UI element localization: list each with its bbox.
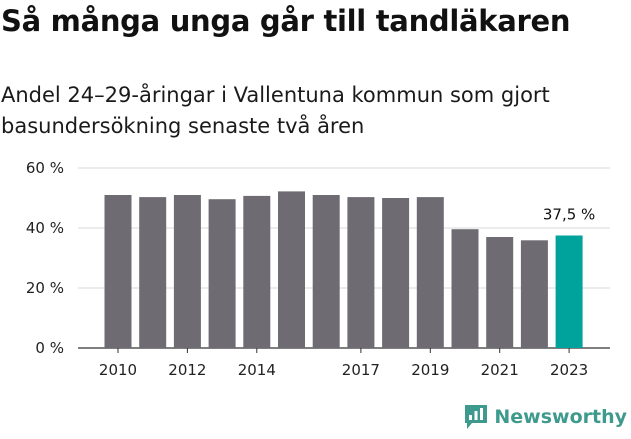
brand-name: Newsworthy (494, 406, 627, 428)
bar-2016 (312, 195, 340, 348)
y-tick-label: 40 % (26, 219, 64, 237)
bar-2020 (451, 229, 479, 348)
y-tick-label: 60 % (26, 159, 64, 177)
x-tick-label: 2017 (342, 361, 380, 379)
x-tick-label: 2012 (168, 361, 206, 379)
bar-chart-speech-bubble-icon (465, 405, 488, 429)
bar-2015 (278, 191, 305, 348)
x-tick-label: 2010 (99, 361, 137, 379)
bar-2010 (104, 195, 132, 348)
chart-title: Så många unga går till tandläkaren (1, 4, 571, 38)
y-tick-label: 0 % (35, 339, 64, 357)
value-annotation: 37,5 % (543, 206, 595, 224)
bar-2022 (520, 240, 548, 348)
x-tick-label: 2023 (550, 361, 588, 379)
bar-2018 (382, 198, 410, 348)
x-tick-label: 2014 (238, 361, 276, 379)
chart-subtitle: Andel 24–29-åringar i Vallentuna kommun … (1, 83, 550, 138)
x-tick-label: 2019 (411, 361, 449, 379)
newsworthy-logo: Newsworthy (463, 403, 627, 431)
x-tick-label: 2021 (481, 361, 519, 379)
bar-2014 (243, 195, 271, 348)
bar-2021 (486, 237, 514, 348)
y-tick-label: 20 % (26, 279, 64, 297)
bar-2011 (139, 197, 167, 348)
bar-2013 (208, 199, 236, 348)
bar-2017 (347, 197, 375, 348)
bar-2023 (555, 235, 583, 348)
bar-2012 (173, 195, 201, 348)
bar-chart: 0 % 20 % 40 % 60 % 2010 2012 2014 2017 2019 2021 2… (26, 159, 610, 379)
bar-2019 (416, 197, 444, 348)
